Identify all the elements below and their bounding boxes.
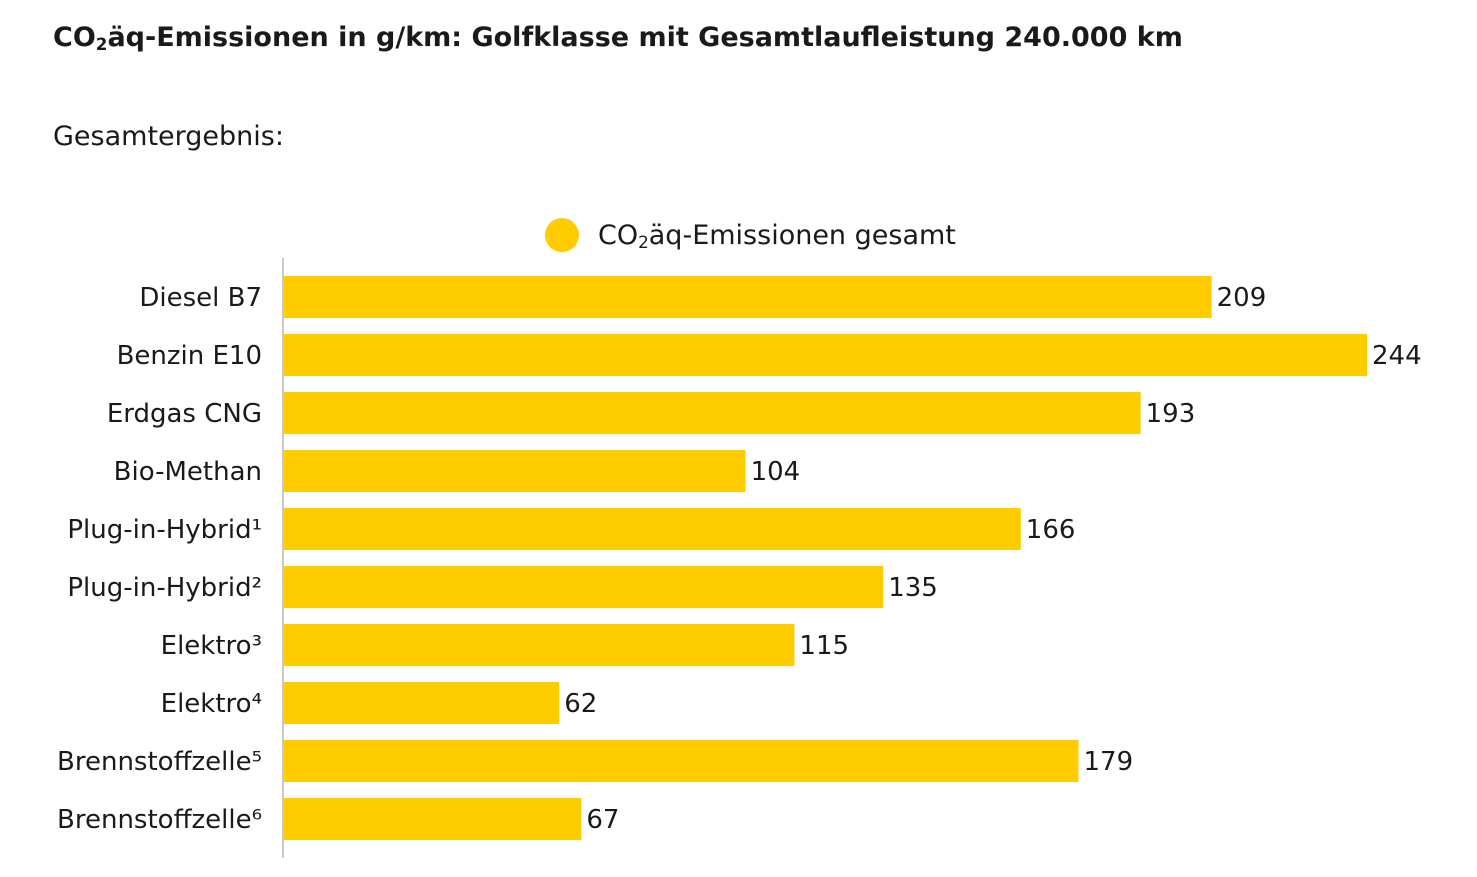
bar <box>284 508 1021 550</box>
category-label: Brennstoffzelle⁵ <box>57 747 262 777</box>
category-label: Diesel B7 <box>139 283 262 313</box>
category-label: Elektro³ <box>161 631 262 661</box>
category-label: Elektro⁴ <box>161 689 262 719</box>
category-label: Erdgas CNG <box>107 399 262 429</box>
value-label: 193 <box>1146 399 1196 429</box>
legend-swatch <box>545 218 579 252</box>
bar <box>284 682 560 724</box>
value-label: 166 <box>1026 515 1076 545</box>
value-label: 209 <box>1217 283 1267 313</box>
value-label: 179 <box>1083 747 1133 777</box>
value-label: 135 <box>888 573 938 603</box>
value-label: 115 <box>799 631 849 661</box>
bar <box>284 624 795 666</box>
value-label: 244 <box>1372 341 1422 371</box>
bar <box>284 334 1367 376</box>
value-label: 104 <box>751 457 801 487</box>
category-label: Plug-in-Hybrid¹ <box>67 515 262 545</box>
category-label: Plug-in-Hybrid² <box>67 573 262 603</box>
chart-title: CO2äq-Emissionen in g/km: Golfklasse mit… <box>53 22 1183 55</box>
bar <box>284 740 1079 782</box>
bar <box>284 566 884 608</box>
category-label: Bio-Methan <box>114 457 262 487</box>
category-label: Benzin E10 <box>117 341 262 371</box>
bar <box>284 392 1141 434</box>
chart-subtitle: Gesamtergebnis: <box>53 121 284 152</box>
bar <box>284 798 582 840</box>
bar <box>284 276 1212 318</box>
category-label: Brennstoffzelle⁶ <box>57 805 262 835</box>
legend: CO2äq-Emissionen gesamt <box>545 218 956 252</box>
legend-label: CO2äq-Emissionen gesamt <box>598 219 956 252</box>
bar <box>284 450 746 492</box>
value-label: 62 <box>564 689 597 719</box>
value-label: 67 <box>586 805 619 835</box>
